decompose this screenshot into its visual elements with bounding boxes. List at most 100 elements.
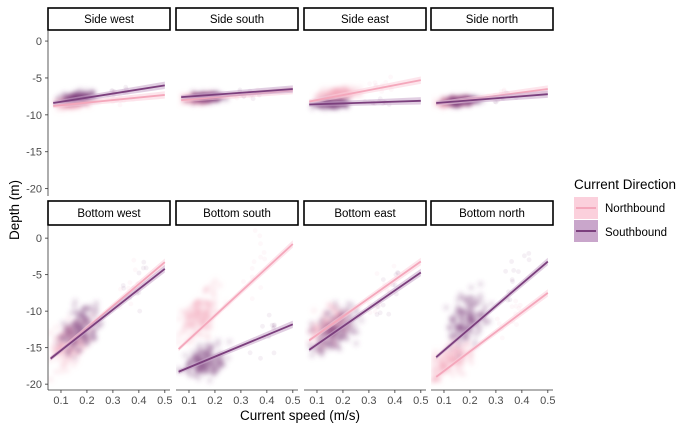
plot-area-side-north	[432, 85, 548, 111]
y-tick-label: -15	[26, 147, 42, 159]
southbound-point	[329, 337, 336, 345]
southbound-point	[457, 294, 465, 302]
southbound-point	[308, 320, 315, 327]
northbound-point	[58, 368, 65, 375]
northbound-point	[176, 315, 183, 322]
x-tick-label: 0.4	[387, 395, 402, 407]
southbound-point	[351, 322, 359, 330]
plot-area-bottom-east	[306, 257, 422, 359]
southbound-trend-line-side-west	[53, 84, 165, 104]
northbound-outlier-point	[258, 285, 264, 290]
northbound-outlier-point	[258, 254, 263, 260]
southbound-point	[88, 334, 96, 341]
x-tick-label: 0.4	[514, 395, 529, 407]
southbound-points-bottom-north	[443, 280, 496, 359]
southbound-point	[358, 317, 365, 324]
southbound-point	[226, 338, 233, 345]
northbound-point	[184, 310, 191, 318]
x-tick-label: 0.1	[181, 395, 196, 407]
northbound-outlier-point	[241, 279, 246, 284]
southbound-point	[81, 306, 88, 313]
northbound-outlier-point	[501, 87, 507, 93]
southbound-point	[308, 352, 316, 359]
x-tick-label: 0.3	[233, 395, 248, 407]
southbound-point	[354, 328, 361, 336]
southbound-point	[454, 308, 461, 315]
northbound-outlier-point	[117, 102, 123, 108]
y-axis-title: Depth (m)	[7, 180, 22, 240]
southbound-trend-line-bottom-south	[178, 323, 294, 373]
southbound-point	[71, 323, 78, 330]
southbound-outlier-point	[272, 322, 277, 328]
panel-bottom-south: Bottom south 0.1 0.2 0.3 0.4 0.5	[175, 200, 300, 407]
northbound-outlier-point	[262, 256, 267, 262]
strip-label-side-south: Side south	[210, 14, 264, 26]
y-tick-label: -20	[26, 379, 42, 391]
southbound-point	[182, 352, 189, 359]
southbound-point	[443, 304, 450, 311]
northbound-point	[53, 368, 60, 375]
strip-label-bottom-south: Bottom south	[203, 208, 271, 220]
southbound-outlier-point	[266, 312, 272, 318]
strip-label-bottom-north: Bottom north	[459, 208, 525, 220]
southbound-outlier-point	[247, 350, 253, 356]
northbound-outlier-point	[513, 298, 518, 304]
legend-label-northbound: Northbound	[605, 203, 665, 215]
northbound-outlier-point	[128, 301, 134, 307]
southbound-point	[483, 318, 490, 326]
x-tick-label: 0.2	[207, 395, 222, 407]
southbound-point	[481, 302, 488, 309]
northbound-outlier-point	[127, 280, 133, 285]
strip-side-west	[47, 7, 171, 31]
southbound-point	[59, 320, 67, 327]
northbound-outlier-point	[251, 259, 257, 265]
southbound-outlier-point	[250, 96, 256, 102]
y-tick-label: -5	[32, 73, 42, 85]
southbound-point	[73, 308, 80, 316]
northbound-point	[338, 87, 345, 94]
southbound-point	[477, 280, 484, 288]
northbound-outlier-point	[509, 304, 515, 310]
southbound-point	[464, 309, 471, 317]
southbound-point	[468, 317, 475, 324]
southbound-outlier-point	[526, 257, 532, 263]
southbound-outlier-point	[120, 283, 126, 288]
northbound-point	[193, 299, 200, 307]
northbound-outlier-point	[252, 228, 258, 233]
northbound-outlier-point	[118, 286, 123, 292]
northbound-point	[457, 370, 464, 377]
northbound-point	[209, 281, 216, 288]
northbound-point	[63, 367, 71, 374]
southbound-point	[220, 361, 227, 368]
x-tick-label: 0.4	[131, 395, 146, 407]
northbound-outlier-point	[516, 306, 522, 311]
legend: Current Direction Northbound Southbound	[574, 177, 676, 242]
northbound-point	[431, 362, 438, 370]
southbound-point	[347, 327, 354, 334]
southbound-point	[468, 284, 475, 291]
southbound-point	[80, 90, 87, 97]
northbound-point	[176, 339, 182, 346]
panel-side-west: Side west 0 -5 -10 -15 -20	[26, 7, 171, 196]
northbound-outlier-point	[514, 322, 519, 327]
northbound-point	[193, 308, 200, 316]
southbound-point	[475, 310, 482, 318]
southbound-point	[54, 340, 62, 347]
northbound-outlier-point	[513, 303, 519, 309]
x-axis-title: Current speed (m/s)	[240, 408, 360, 423]
southbound-trend-line-side-north	[436, 93, 548, 104]
strip-bottom-west	[47, 200, 171, 226]
northbound-point	[310, 307, 318, 314]
y-tick-label: -10	[26, 110, 42, 122]
strip-bottom-north	[430, 200, 554, 226]
northbound-point	[176, 332, 182, 339]
southbound-point	[186, 372, 194, 379]
x-tick-label: 0.5	[157, 395, 172, 407]
northbound-point	[210, 286, 218, 293]
panels-layer: Side west 0 -5 -10 -15 -20 Side south Side east…	[26, 7, 555, 407]
southbound-point	[75, 347, 82, 354]
southbound-point	[318, 321, 325, 328]
legend-key-northbound	[574, 197, 598, 219]
southbound-trend-line-bottom-west	[50, 268, 166, 360]
x-tick-label: 0.5	[413, 395, 428, 407]
